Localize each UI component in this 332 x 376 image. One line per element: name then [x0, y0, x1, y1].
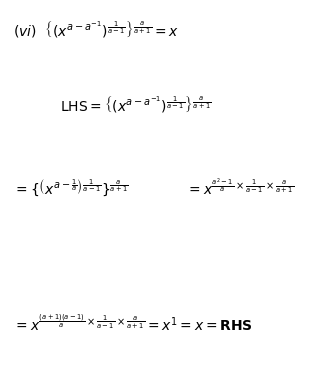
Text: $= x^{\frac{(a+1)(a-1)}{a} \times \frac{1}{a-1} \times \frac{a}{a+1}} = x^1 = x : $= x^{\frac{(a+1)(a-1)}{a} \times \frac{… — [13, 313, 253, 334]
Text: $= \left\{\left(x^{a-\frac{1}{a}}\right)^{\frac{1}{a-1}}\right\}^{\frac{a}{a+1}}: $= \left\{\left(x^{a-\frac{1}{a}}\right)… — [13, 178, 129, 198]
Text: $\mathrm{LHS} = \left\{\left(x^{a-a^{-1}}\right)^{\frac{1}{a-1}}\right\}^{\frac{: $\mathrm{LHS} = \left\{\left(x^{a-a^{-1}… — [60, 95, 211, 115]
Text: $(vi)$  $\left\{\left(x^{a-a^{-1}}\right)^{\frac{1}{a-1}}\right\}^{\frac{a}{a+1}: $(vi)$ $\left\{\left(x^{a-a^{-1}}\right)… — [13, 20, 180, 40]
Text: $= x^{\frac{a^2-1}{a} \times \frac{1}{a-1} \times \frac{a}{a+1}}$: $= x^{\frac{a^2-1}{a} \times \frac{1}{a-… — [186, 177, 294, 199]
